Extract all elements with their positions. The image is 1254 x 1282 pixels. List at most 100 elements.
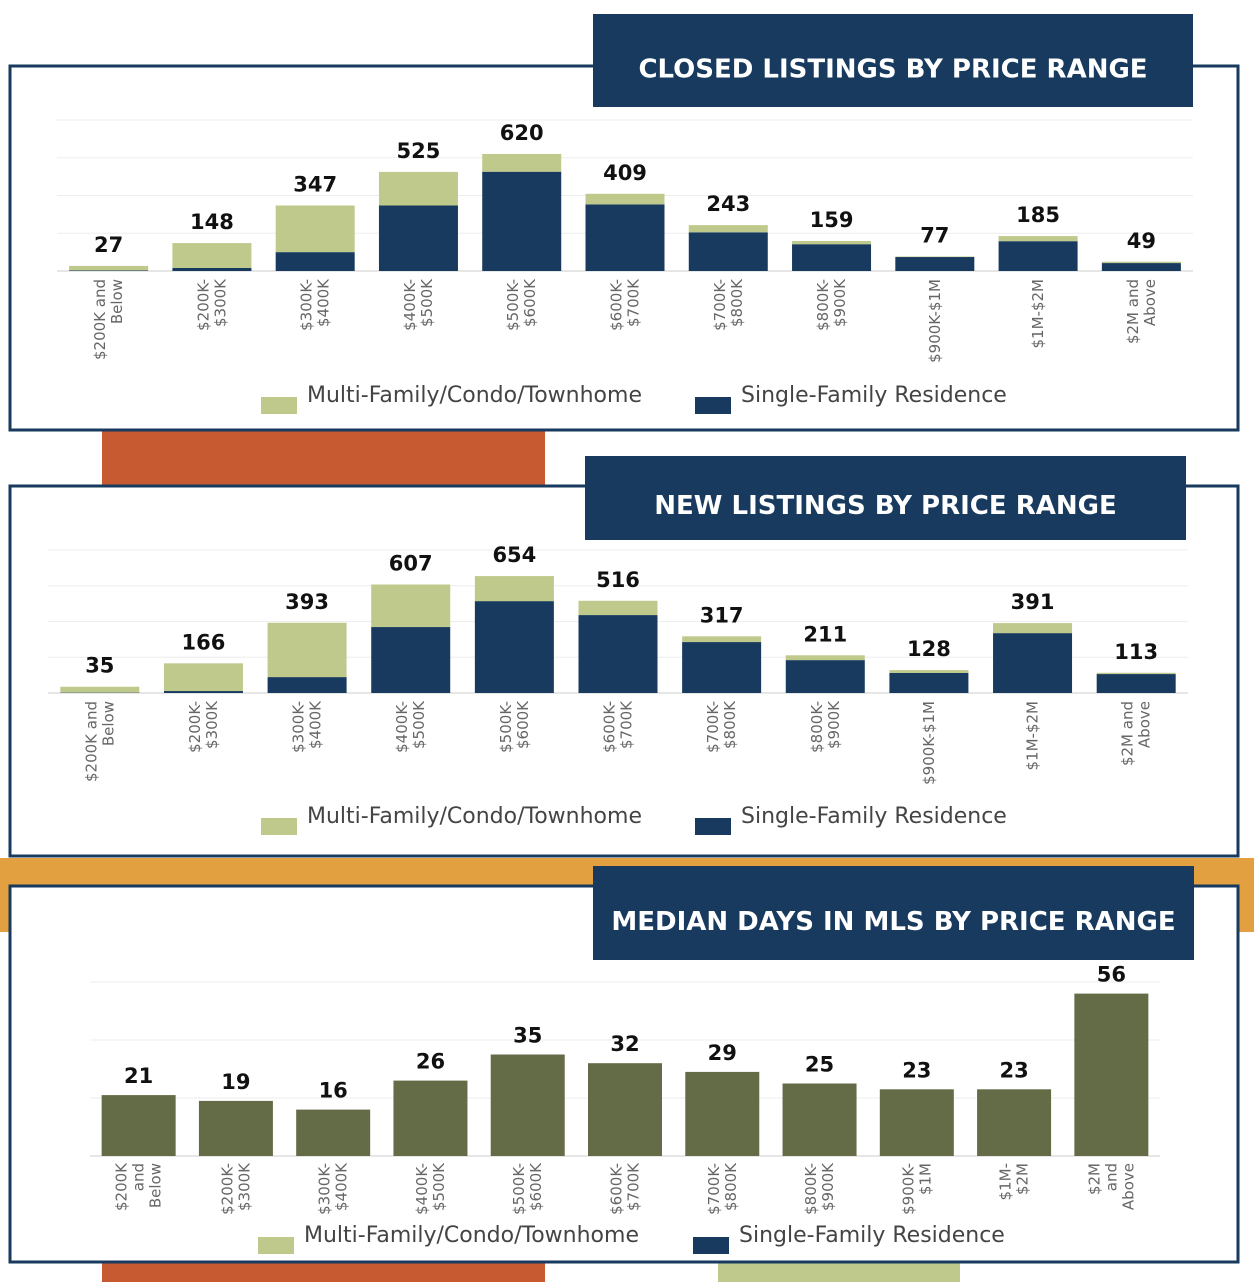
total-label: 27: [94, 233, 123, 257]
x-tick-label: $2M andAbove: [1118, 701, 1153, 766]
label-line: $600K: [513, 700, 531, 749]
legend-swatch: [261, 818, 297, 835]
x-tick-label: $800K-$900K: [814, 278, 849, 331]
label-line: $900K: [824, 700, 842, 749]
bar-segment: [474, 576, 554, 602]
label-line: $800K-: [814, 279, 832, 331]
legend-label: Single-Family Residence: [741, 804, 1007, 829]
title-box: [585, 456, 1186, 540]
label-line: $300K: [202, 700, 220, 749]
chart-title: MEDIAN DAYS IN MLS BY PRICE RANGE: [611, 907, 1175, 937]
x-tick-label: $300K-$400K: [315, 1162, 350, 1215]
label-line: $800K: [721, 700, 739, 749]
x-tick-label: $2M andAbove: [1123, 279, 1158, 344]
total-label: 516: [596, 568, 640, 592]
total-label: 317: [700, 603, 744, 627]
bar-segment: [688, 225, 768, 233]
title-box: [593, 14, 1193, 107]
legend-label: Multi-Family/Condo/Townhome: [307, 383, 642, 408]
x-tick-label: $900K-$1M: [899, 1163, 934, 1215]
legend-label: Single-Family Residence: [739, 1223, 1005, 1248]
x-tick-label: $400K-$500K: [412, 1162, 447, 1215]
bar-segment: [267, 622, 347, 678]
x-tick-label: $200K andBelow: [91, 279, 126, 360]
x-tick-label: $800K-$900K: [807, 700, 842, 753]
label-line: $300K: [211, 278, 229, 327]
label-line: $200K-: [194, 279, 212, 331]
label-line: $600K-: [607, 279, 625, 331]
bar: [296, 1109, 371, 1156]
bar-segment: [998, 236, 1078, 242]
label-line: $300K-: [289, 701, 307, 753]
label-line: $200K: [112, 1162, 130, 1211]
total-label: 128: [907, 637, 951, 661]
x-tick-label: $200K-$300K: [218, 1162, 253, 1215]
total-label: 211: [803, 622, 847, 646]
label-line: $300K-: [297, 279, 315, 331]
bar-segment: [371, 584, 451, 628]
label-line: $200K and: [82, 701, 100, 782]
bar-segment: [682, 636, 762, 643]
legend-swatch: [693, 1237, 729, 1254]
label-line: $200K-: [185, 701, 203, 753]
label-line: Above: [1135, 701, 1153, 748]
x-tick-label: $500K-$600K: [504, 278, 539, 331]
total-label: 148: [190, 210, 234, 234]
title-box: [593, 866, 1194, 960]
label-line: $800K-: [807, 701, 825, 753]
bar-segment: [578, 615, 658, 693]
total-label: 391: [1011, 590, 1055, 614]
bar: [588, 1063, 662, 1156]
bar: [393, 1080, 468, 1156]
bar-segment: [993, 633, 1073, 693]
label-line: and: [1102, 1163, 1120, 1191]
label-line: $1M: [916, 1163, 934, 1195]
legend-swatch: [258, 1237, 294, 1254]
x-tick-label: $200KandBelow: [112, 1162, 164, 1211]
label-line: $700K-: [710, 279, 728, 331]
bar-segment: [1096, 672, 1176, 675]
label-line: $700K: [617, 700, 635, 749]
x-tick-label: $900K-$1M: [919, 701, 937, 785]
value-label: 16: [319, 1079, 348, 1103]
value-label: 19: [221, 1070, 250, 1094]
bar-segment: [378, 171, 458, 206]
label-line: Below: [99, 701, 117, 746]
x-tick-label: $600K-$700K: [600, 700, 635, 753]
label-line: $1M-$2M: [1023, 701, 1041, 770]
total-label: 243: [706, 192, 750, 216]
bar-segment: [792, 240, 872, 245]
x-tick-label: $400K-$500K: [400, 278, 435, 331]
value-label: 35: [513, 1024, 542, 1048]
label-line: Below: [108, 279, 126, 324]
decor-band: [102, 428, 545, 488]
value-label: 25: [805, 1053, 834, 1077]
total-label: 525: [397, 139, 441, 163]
label-line: $500K: [417, 278, 435, 327]
total-label: 185: [1016, 203, 1060, 227]
chart-title: CLOSED LISTINGS BY PRICE RANGE: [638, 54, 1147, 84]
chart-title: NEW LISTINGS BY PRICE RANGE: [654, 491, 1116, 521]
label-line: $800K: [727, 278, 745, 327]
bar-segment: [275, 252, 355, 271]
total-label: 347: [293, 173, 337, 197]
value-label: 26: [416, 1050, 445, 1074]
bar-segment: [69, 265, 149, 271]
bar-segment: [785, 655, 865, 661]
label-line: $2M and: [1123, 279, 1141, 344]
label-line: $1M-: [996, 1163, 1014, 1200]
bar: [782, 1083, 857, 1156]
label-line: $800K-: [802, 1163, 820, 1215]
legend-label: Multi-Family/Condo/Townhome: [304, 1223, 639, 1248]
bar-segment: [889, 672, 969, 693]
x-tick-label: $200K-$300K: [194, 278, 229, 331]
total-label: 113: [1114, 640, 1158, 664]
label-line: $700K-: [704, 701, 722, 753]
label-line: $2M: [1085, 1163, 1103, 1195]
label-line: Below: [146, 1163, 164, 1208]
bar-segment: [998, 241, 1078, 271]
bar-segment: [993, 623, 1073, 634]
label-line: $900K-$1M: [919, 701, 937, 785]
x-tick-label: $700K-$800K: [704, 700, 739, 753]
label-line: $1M-$2M: [1029, 279, 1047, 348]
